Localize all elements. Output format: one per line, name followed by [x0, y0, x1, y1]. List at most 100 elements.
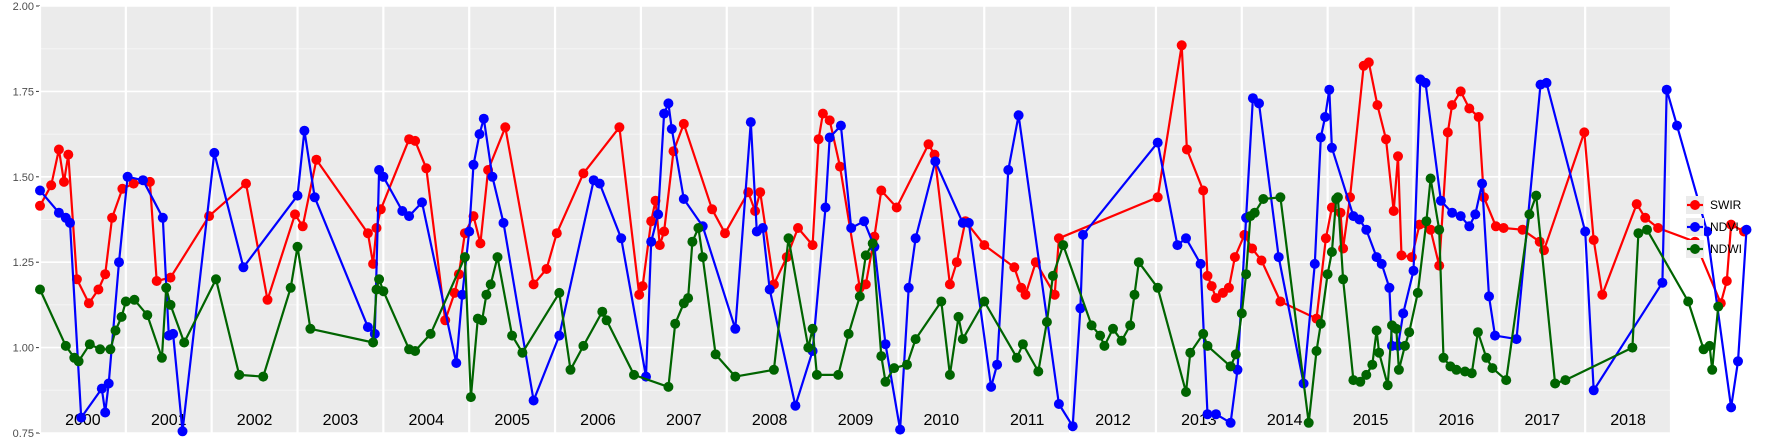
- ndvi-point: [76, 412, 87, 423]
- swir-point: [793, 223, 803, 233]
- ndwi-point: [803, 342, 814, 353]
- ndwi-point: [292, 241, 303, 252]
- ndvi-point: [1361, 224, 1372, 235]
- ndwi-point: [902, 359, 912, 370]
- swir-point: [297, 221, 308, 232]
- ndwi-point: [554, 287, 565, 298]
- swir-point: [107, 212, 118, 223]
- swir-point: [151, 276, 162, 286]
- ndwi-point: [843, 328, 854, 339]
- ndvi-point: [404, 211, 415, 222]
- ndwi-point: [165, 299, 176, 310]
- ndwi-point: [1311, 346, 1322, 356]
- swir-point: [1229, 252, 1240, 263]
- ndvi-point: [209, 147, 220, 158]
- ndwi-point: [783, 233, 794, 244]
- ndwi-point: [944, 369, 955, 380]
- ndvi-point: [1464, 221, 1475, 232]
- ndvi-point: [362, 322, 373, 333]
- ndwi-point: [1275, 192, 1286, 203]
- ndwi-point: [1225, 361, 1236, 372]
- ndwi-point: [1017, 339, 1028, 350]
- swir-point: [1256, 255, 1267, 266]
- swir-point: [1381, 134, 1391, 145]
- swir-point: [63, 149, 74, 160]
- ndwi-point: [1152, 282, 1163, 293]
- ndwi-point: [1425, 173, 1436, 184]
- ndvi-point: [1324, 84, 1335, 95]
- ndwi-point: [936, 296, 947, 307]
- swir-point: [1721, 276, 1732, 286]
- swir-point: [1473, 112, 1484, 122]
- ndwi-point: [1236, 308, 1247, 319]
- swir-point: [1247, 243, 1258, 254]
- ndwi-point: [234, 369, 245, 380]
- ndwi-point: [876, 351, 887, 362]
- swir-point: [654, 240, 665, 251]
- swir-point: [1498, 223, 1509, 233]
- ndwi-point: [687, 236, 698, 247]
- ndvi-point: [678, 194, 689, 204]
- ndvi-point: [1420, 77, 1431, 88]
- swir-point: [1335, 207, 1346, 218]
- grid-lines: [38, 5, 1673, 434]
- ndwi-point: [1393, 364, 1404, 375]
- ndwi-point: [1550, 378, 1561, 389]
- ndvi-point: [820, 202, 831, 213]
- swir-point: [1223, 282, 1234, 293]
- swir-point: [1534, 236, 1545, 247]
- ndvi-point: [1181, 233, 1191, 244]
- ndwi-point: [110, 325, 121, 336]
- ndwi-point: [1560, 375, 1571, 386]
- ndvi-point: [1661, 84, 1672, 95]
- swir-point: [1393, 151, 1403, 162]
- ndwi-point: [1315, 318, 1326, 329]
- ndwi-point: [368, 337, 379, 348]
- legend-label-ndvi: NDVI: [1710, 220, 1739, 234]
- year-label: 2002: [237, 412, 273, 429]
- swir-point: [241, 178, 251, 189]
- ndwi-point: [601, 315, 612, 326]
- swir-point: [1363, 57, 1374, 68]
- ndvi-point: [177, 426, 188, 437]
- ndvi-point: [96, 383, 107, 394]
- ndvi-point: [1202, 409, 1213, 420]
- ndvi-point: [451, 358, 462, 368]
- swir-point: [1490, 221, 1501, 232]
- ndvi-point: [1326, 142, 1337, 153]
- ndwi-point: [629, 369, 639, 380]
- ndwi-point: [120, 296, 131, 307]
- ndvi-point: [666, 124, 677, 134]
- ndwi-point: [116, 311, 127, 322]
- swir-point: [1455, 86, 1466, 97]
- ndwi-point: [1355, 376, 1366, 387]
- ndwi-point: [693, 223, 704, 233]
- year-label: 2005: [494, 412, 530, 429]
- ndwi-point: [1258, 194, 1269, 204]
- swir-point: [1579, 127, 1590, 138]
- ndvi-point: [238, 262, 249, 273]
- ndwi-point: [1033, 366, 1044, 377]
- ndvi-point: [309, 192, 320, 203]
- ndwi-point: [578, 340, 589, 351]
- swir-point: [117, 183, 128, 194]
- legend-label-ndwi: NDWI: [1710, 242, 1742, 256]
- ndvi-point: [1254, 98, 1264, 109]
- ndwi-point: [565, 364, 576, 375]
- swir-point: [1406, 252, 1417, 263]
- ndvi-point: [1435, 195, 1446, 206]
- ndvi-point: [168, 328, 179, 339]
- ndwi-point: [1704, 340, 1715, 351]
- swir-point: [1202, 270, 1213, 281]
- ndwi-point: [1404, 327, 1415, 338]
- ndvi-point: [880, 339, 891, 350]
- swir-point: [1275, 296, 1286, 307]
- ndvi-point: [1053, 399, 1064, 409]
- ndwi-point: [73, 356, 84, 367]
- ndwi-point: [697, 252, 708, 263]
- y-axis-ticks: 0.75 1.00 1.25 1.50 1.75 2.00: [13, 1, 40, 440]
- ndvi-point: [1470, 209, 1481, 220]
- ndvi-point: [594, 178, 605, 189]
- legend-point-ndwi: [1690, 244, 1700, 254]
- ndvi-point: [53, 207, 64, 218]
